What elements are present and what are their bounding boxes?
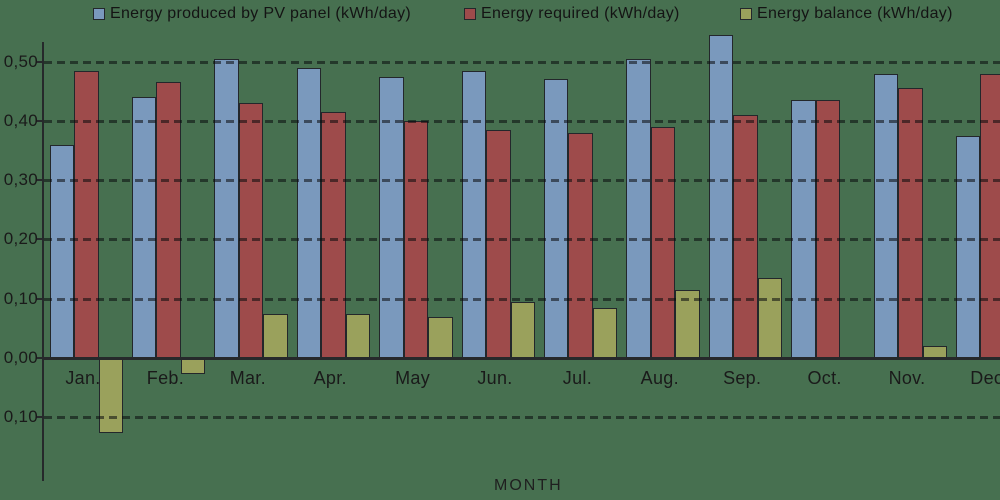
y-tick-mark-0.1 <box>36 297 43 300</box>
x-label-nov: Nov. <box>888 368 926 388</box>
bar-required-dec <box>980 73 1000 358</box>
bar-produced-mar <box>214 58 239 358</box>
y-tick-label-0.5: 0,50 <box>3 51 38 71</box>
bar-required-jul <box>568 132 593 358</box>
bar-produced-may <box>379 76 404 358</box>
bar-required-oct <box>815 100 841 358</box>
bar-produced-jul <box>543 79 569 358</box>
y-tick-label--0.1: 0,10 <box>3 407 38 427</box>
gridline-0.1 <box>44 297 1000 301</box>
x-label-mar: Mar. <box>229 368 266 388</box>
bar-balance-apr <box>345 313 371 358</box>
y-tick-label-0.2: 0,20 <box>3 229 38 249</box>
legend-label-balance: Energy balance (kWh/day) <box>757 5 953 22</box>
bar-required-jun <box>486 129 511 358</box>
y-tick-label-0.1: 0,10 <box>3 288 38 308</box>
y-tick-label-0: 0,00 <box>3 348 38 367</box>
legend-swatch-required <box>464 8 476 20</box>
y-tick-mark-0.5 <box>36 60 43 63</box>
x-label-jul: Jul. <box>562 368 592 388</box>
bar-balance-jun <box>510 301 535 358</box>
legend-item-balance: Energy balance (kWh/day) <box>740 5 953 23</box>
bar-balance-sep <box>757 277 783 358</box>
bar-balance-jul <box>592 307 618 358</box>
bar-required-nov <box>898 88 923 358</box>
x-label-oct: Oct. <box>807 368 842 388</box>
x-label-may: May <box>395 368 431 388</box>
bar-required-feb <box>156 82 181 358</box>
x-axis-title: MONTH <box>494 477 563 494</box>
bar-balance-aug <box>675 289 700 358</box>
bar-required-aug <box>650 126 676 358</box>
gridline-0.5 <box>44 60 1000 64</box>
legend-item-produced: Energy produced by PV panel (kWh/day) <box>93 5 411 23</box>
bar-required-apr <box>321 112 346 358</box>
legend-label-required: Energy required (kWh/day) <box>481 5 680 22</box>
x-label-sep: Sep. <box>723 368 762 388</box>
y-tick-label-0.4: 0,40 <box>3 110 38 130</box>
bar-produced-aug <box>626 58 651 358</box>
bar-required-jan <box>74 70 99 358</box>
gridline-0.3 <box>44 179 1000 183</box>
bar-required-sep <box>733 115 758 358</box>
bar-balance-may <box>428 316 453 358</box>
legend-swatch-produced <box>93 8 105 20</box>
bar-produced-nov <box>873 73 898 358</box>
x-label-aug: Aug. <box>640 368 679 388</box>
legend-swatch-balance <box>740 8 752 20</box>
x-label-dec: Dec. <box>970 368 1000 388</box>
y-tick-mark--0.1 <box>36 416 43 419</box>
bar-balance-mar <box>263 313 288 358</box>
bar-produced-jan <box>49 144 74 358</box>
x-label-jun: Jun. <box>477 368 513 388</box>
gridline-0.4 <box>44 119 1000 123</box>
bar-produced-feb <box>131 97 157 358</box>
x-label-feb: Feb. <box>146 368 184 388</box>
x-axis-line <box>42 357 1000 360</box>
bar-produced-dec <box>955 135 981 358</box>
y-tick-mark-0.2 <box>36 238 43 241</box>
bar-produced-oct <box>791 100 816 358</box>
y-tick-mark-0 <box>36 357 43 359</box>
y-tick-mark-0.3 <box>36 179 43 182</box>
legend-label-produced: Energy produced by PV panel (kWh/day) <box>110 5 412 22</box>
bar-required-mar <box>238 103 264 358</box>
bar-produced-apr <box>296 67 322 358</box>
y-tick-label-0.3: 0,30 <box>3 170 38 190</box>
bar-produced-sep <box>708 35 734 358</box>
bar-produced-jun <box>461 70 486 358</box>
legend-item-required: Energy required (kWh/day) <box>464 5 680 23</box>
y-tick-mark-0.4 <box>36 119 43 122</box>
gridline--0.1 <box>44 416 1000 420</box>
x-label-jan: Jan. <box>65 368 101 388</box>
y-axis-line <box>42 42 44 481</box>
gridline-0.2 <box>44 238 1000 242</box>
x-label-apr: Apr. <box>313 368 347 388</box>
